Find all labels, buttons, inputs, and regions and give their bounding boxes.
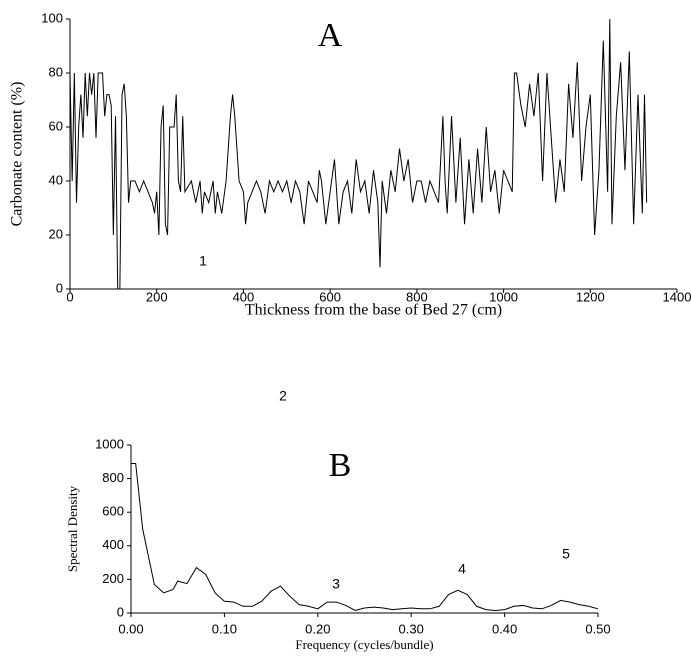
y-tick-label: 0 (117, 604, 124, 619)
peak-label: 1 (199, 253, 207, 269)
x-tick-label: 0 (66, 289, 73, 304)
y-tick-label: 60 (49, 118, 63, 133)
x-tick-label: 1400 (663, 289, 691, 304)
y-tick-label: 20 (49, 226, 63, 241)
x-tick-label: 1000 (489, 289, 518, 304)
x-tick-label: 0.00 (118, 621, 143, 636)
y-tick-label: 400 (102, 537, 124, 552)
x-tick-label: 1200 (576, 289, 605, 304)
x-tick-label: 0.40 (492, 621, 517, 636)
y-tick-label: 800 (102, 470, 124, 485)
data-line (69, 18, 648, 290)
y-axis-label: Carbonate content (%) (9, 82, 26, 227)
y-tick-label: 0 (56, 280, 63, 295)
x-tick-label: 400 (233, 289, 255, 304)
y-tick-label: 40 (49, 172, 63, 187)
x-axis-label: Frequency (cycles/bundle) (295, 637, 433, 652)
x-tick-label: 200 (146, 289, 168, 304)
x-axis-label: Thickness from the base of Bed 27 (cm) (245, 302, 502, 319)
y-tick-label: 80 (49, 64, 63, 79)
x-tick-label: 0.10 (212, 621, 237, 636)
peak-label: 4 (458, 561, 466, 577)
x-tick-label: 0.30 (399, 621, 424, 636)
y-tick-label: 200 (102, 571, 124, 586)
x-tick-label: 0.20 (305, 621, 330, 636)
x-tick-label: 600 (319, 289, 341, 304)
peak-label: 5 (562, 546, 570, 562)
x-tick-label: 0.50 (585, 621, 610, 636)
y-tick-label: 600 (102, 504, 124, 519)
y-tick-label: 1000 (95, 436, 124, 451)
panel-title: A (318, 17, 343, 54)
y-tick-label: 100 (41, 10, 63, 25)
panel-title: B (329, 447, 352, 484)
peak-label: 2 (279, 388, 287, 404)
y-axis-label: Spectral Density (65, 485, 80, 572)
x-tick-label: 800 (406, 289, 428, 304)
peak-label: 3 (332, 576, 340, 592)
data-line (131, 462, 599, 612)
